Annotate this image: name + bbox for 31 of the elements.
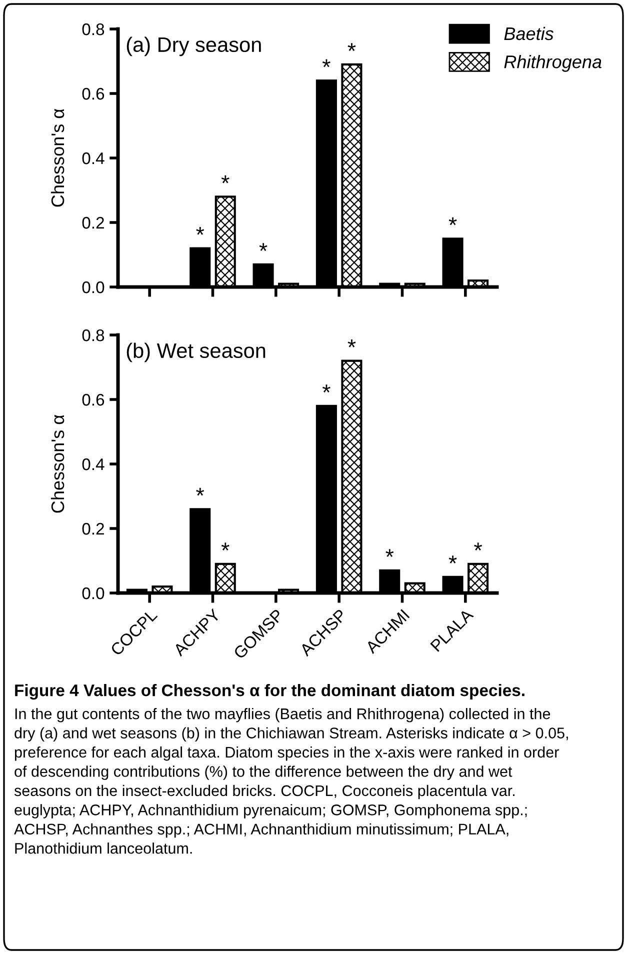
y-tick-label: 0.8 [82,329,104,342]
chart-title: (b) Wet season [126,342,266,362]
y-tick-label: 0.0 [82,587,104,600]
text: In the gut contents of the two mayflies (Baetis and Rhithrogena) collected in the dry (a) and wet seasons (b) in the Chichiawan Stream. Asterisks indicate α > 0.05, preference for each algal taxa. Diatom species in the x-axis were ranked in order of descending contributions (%) to the difference between the dry and wet seasons on the insect-excluded bricks. COCPL, Cocconeis placentula var. euglypta; ACHPY, Achnanthidium pyrenaicum; GOMSP, Gomphonema spp.; ACHSP, Achnanthes spp.; ACHMI, Achnanthidium minutissimum; PLALA, Planothidium lanceolatum. [14,708,568,854]
y-tick-label: 0.8 [82,23,104,36]
y-tick-label: 0.4 [82,458,104,470]
y-tick-label: 0.2 [82,216,104,229]
data-label: * [196,488,204,496]
data-label: * [448,217,457,226]
data-label: * [196,227,204,235]
data-label: * [474,542,482,550]
data-label: * [448,556,457,564]
y-axis-title: Chesson's α [50,108,64,207]
data-label: * [322,384,330,392]
legend-label: Rhithrogena [504,54,602,72]
legend-label: Baetis [504,26,554,40]
data-label: * [348,43,356,51]
y-tick-label: 0.4 [82,152,104,164]
caption: Figure 4 Values of Chesson's α for the dominant diatom species. [15,684,524,700]
data-label: * [259,243,268,251]
chart-title: (a) Dry season [126,36,261,56]
y-tick-label: 0.6 [82,394,104,406]
data-label: * [386,549,394,557]
data-label: * [322,59,330,68]
data-label: * [221,175,230,184]
y-tick-label: 0.0 [82,281,104,294]
y-tick-label: 0.2 [82,522,104,535]
data-label: * [221,542,230,550]
y-axis-title: Chesson's α [50,414,64,513]
y-tick-label: 0.6 [82,88,104,100]
data-label: * [348,340,356,348]
